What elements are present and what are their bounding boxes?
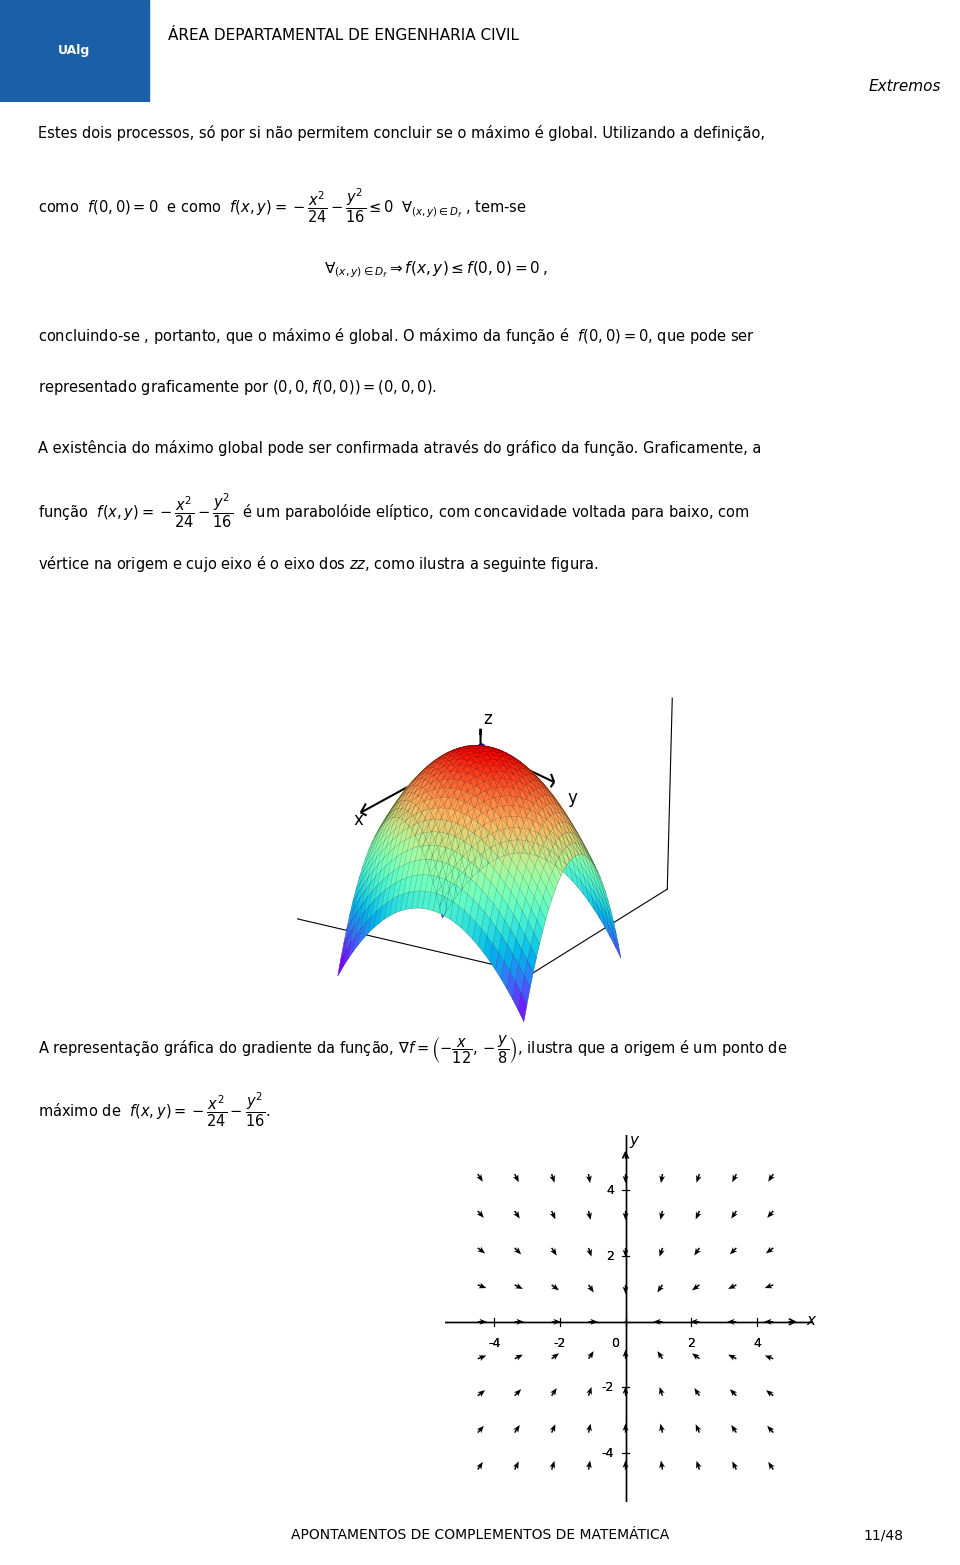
Text: 0: 0: [611, 1337, 619, 1349]
Text: 2: 2: [606, 1249, 614, 1263]
Text: máximo de  $f(x, y) = -\dfrac{x^2}{24} - \dfrac{y^2}{16}$.: máximo de $f(x, y) = -\dfrac{x^2}{24} - …: [38, 1091, 271, 1128]
Bar: [0, 0, 149, 102]
Text: 4: 4: [606, 1185, 614, 1197]
Text: -2: -2: [602, 1380, 614, 1394]
Text: x: x: [806, 1313, 815, 1327]
Text: -4: -4: [602, 1446, 614, 1460]
Text: -4: -4: [488, 1337, 500, 1349]
Text: APONTAMENTOS DE COMPLEMENTOS DE MATEMÁTICA: APONTAMENTOS DE COMPLEMENTOS DE MATEMÁTI…: [291, 1529, 669, 1542]
Text: função  $f(x, y) = -\dfrac{x^2}{24} - \dfrac{y^2}{16}$  é um parabolóide elíptic: função $f(x, y) = -\dfrac{x^2}{24} - \df…: [38, 491, 750, 531]
Text: -4: -4: [488, 1337, 500, 1349]
Text: -2: -2: [554, 1337, 566, 1349]
Text: 0: 0: [611, 1337, 619, 1349]
Text: A representação gráfica do gradiente da função, $\nabla f = \left(-\dfrac{x}{12}: A representação gráfica do gradiente da …: [38, 1034, 788, 1066]
Text: UAlg: UAlg: [58, 44, 90, 58]
Text: 4: 4: [753, 1337, 761, 1349]
Text: 4: 4: [606, 1185, 614, 1197]
Text: ÁREA DEPARTAMENTAL DE ENGENHARIA CIVIL: ÁREA DEPARTAMENTAL DE ENGENHARIA CIVIL: [168, 28, 519, 44]
Text: concluindo-se , portanto, que o máximo é global. O máximo da função é  $f(0,0) =: concluindo-se , portanto, que o máximo é…: [38, 327, 756, 346]
Text: $\forall_{(x,y)\in D_f} \Rightarrow f(x,y) \leq f(0,0) = 0\,,$: $\forall_{(x,y)\in D_f} \Rightarrow f(x,…: [324, 260, 547, 280]
Text: y: y: [630, 1133, 638, 1147]
Text: vértice na origem e cujo eixo é o eixo dos $zz$, como ilustra a seguinte figura.: vértice na origem e cujo eixo é o eixo d…: [38, 554, 599, 574]
Text: Estes dois processos, só por si não permitem concluir se o máximo é global. Util: Estes dois processos, só por si não perm…: [38, 125, 765, 141]
Text: 2: 2: [606, 1249, 614, 1263]
Text: representado graficamente por $\left(0, 0, f(0,0)\right) = (0, 0, 0)$.: representado graficamente por $\left(0, …: [38, 379, 438, 398]
Text: A existência do máximo global pode ser confirmada através do gráfico da função. : A existência do máximo global pode ser c…: [38, 440, 762, 455]
Text: -2: -2: [554, 1337, 566, 1349]
Text: 2: 2: [687, 1337, 695, 1349]
Text: -2: -2: [602, 1380, 614, 1394]
Text: -4: -4: [602, 1446, 614, 1460]
Text: 11/48: 11/48: [864, 1529, 904, 1542]
Text: 4: 4: [753, 1337, 761, 1349]
Text: Extremos: Extremos: [868, 78, 941, 94]
Text: como  $f(0,0) = 0$  e como  $f(x, y) = -\dfrac{x^2}{24} - \dfrac{y^2}{16} \leq 0: como $f(0,0) = 0$ e como $f(x, y) = -\df…: [38, 188, 527, 225]
Text: 2: 2: [687, 1337, 695, 1349]
